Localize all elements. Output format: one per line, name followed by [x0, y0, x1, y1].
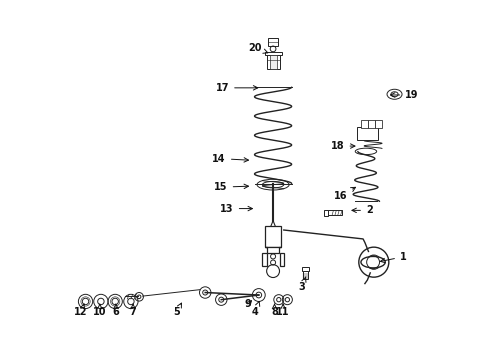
Text: 19: 19	[390, 90, 418, 100]
Bar	[264, 52, 281, 55]
Bar	[266, 54, 279, 69]
Ellipse shape	[354, 148, 376, 155]
Text: 8: 8	[270, 304, 277, 317]
Text: 12: 12	[74, 304, 87, 317]
Ellipse shape	[390, 92, 397, 97]
Text: 10: 10	[93, 304, 106, 317]
Bar	[279, 253, 283, 266]
Text: 13: 13	[220, 203, 252, 213]
Text: 5: 5	[173, 303, 181, 317]
Bar	[302, 271, 307, 279]
Text: 6: 6	[112, 304, 119, 317]
Ellipse shape	[360, 256, 385, 268]
Text: 7: 7	[129, 304, 136, 317]
Bar	[267, 38, 278, 46]
Bar	[262, 253, 266, 266]
Text: 9: 9	[244, 299, 251, 309]
Text: 1: 1	[380, 252, 406, 263]
Text: 16: 16	[333, 187, 355, 201]
Text: 20: 20	[247, 43, 267, 53]
Text: 4: 4	[251, 301, 259, 317]
Bar	[356, 127, 378, 140]
Bar	[323, 210, 327, 216]
Text: 2: 2	[351, 205, 372, 215]
Ellipse shape	[262, 181, 283, 188]
Text: 14: 14	[212, 154, 248, 163]
Bar	[374, 120, 381, 128]
Bar	[367, 120, 374, 128]
Bar	[269, 55, 276, 68]
Polygon shape	[264, 247, 281, 253]
Ellipse shape	[386, 89, 401, 99]
Text: 15: 15	[214, 182, 248, 192]
Text: 3: 3	[298, 277, 305, 292]
Bar	[326, 210, 342, 215]
Bar	[301, 267, 308, 271]
Bar	[360, 120, 367, 128]
Text: 17: 17	[215, 83, 257, 93]
Text: 18: 18	[330, 141, 354, 151]
Text: 11: 11	[276, 304, 289, 317]
Ellipse shape	[257, 179, 288, 190]
Bar	[264, 226, 281, 247]
